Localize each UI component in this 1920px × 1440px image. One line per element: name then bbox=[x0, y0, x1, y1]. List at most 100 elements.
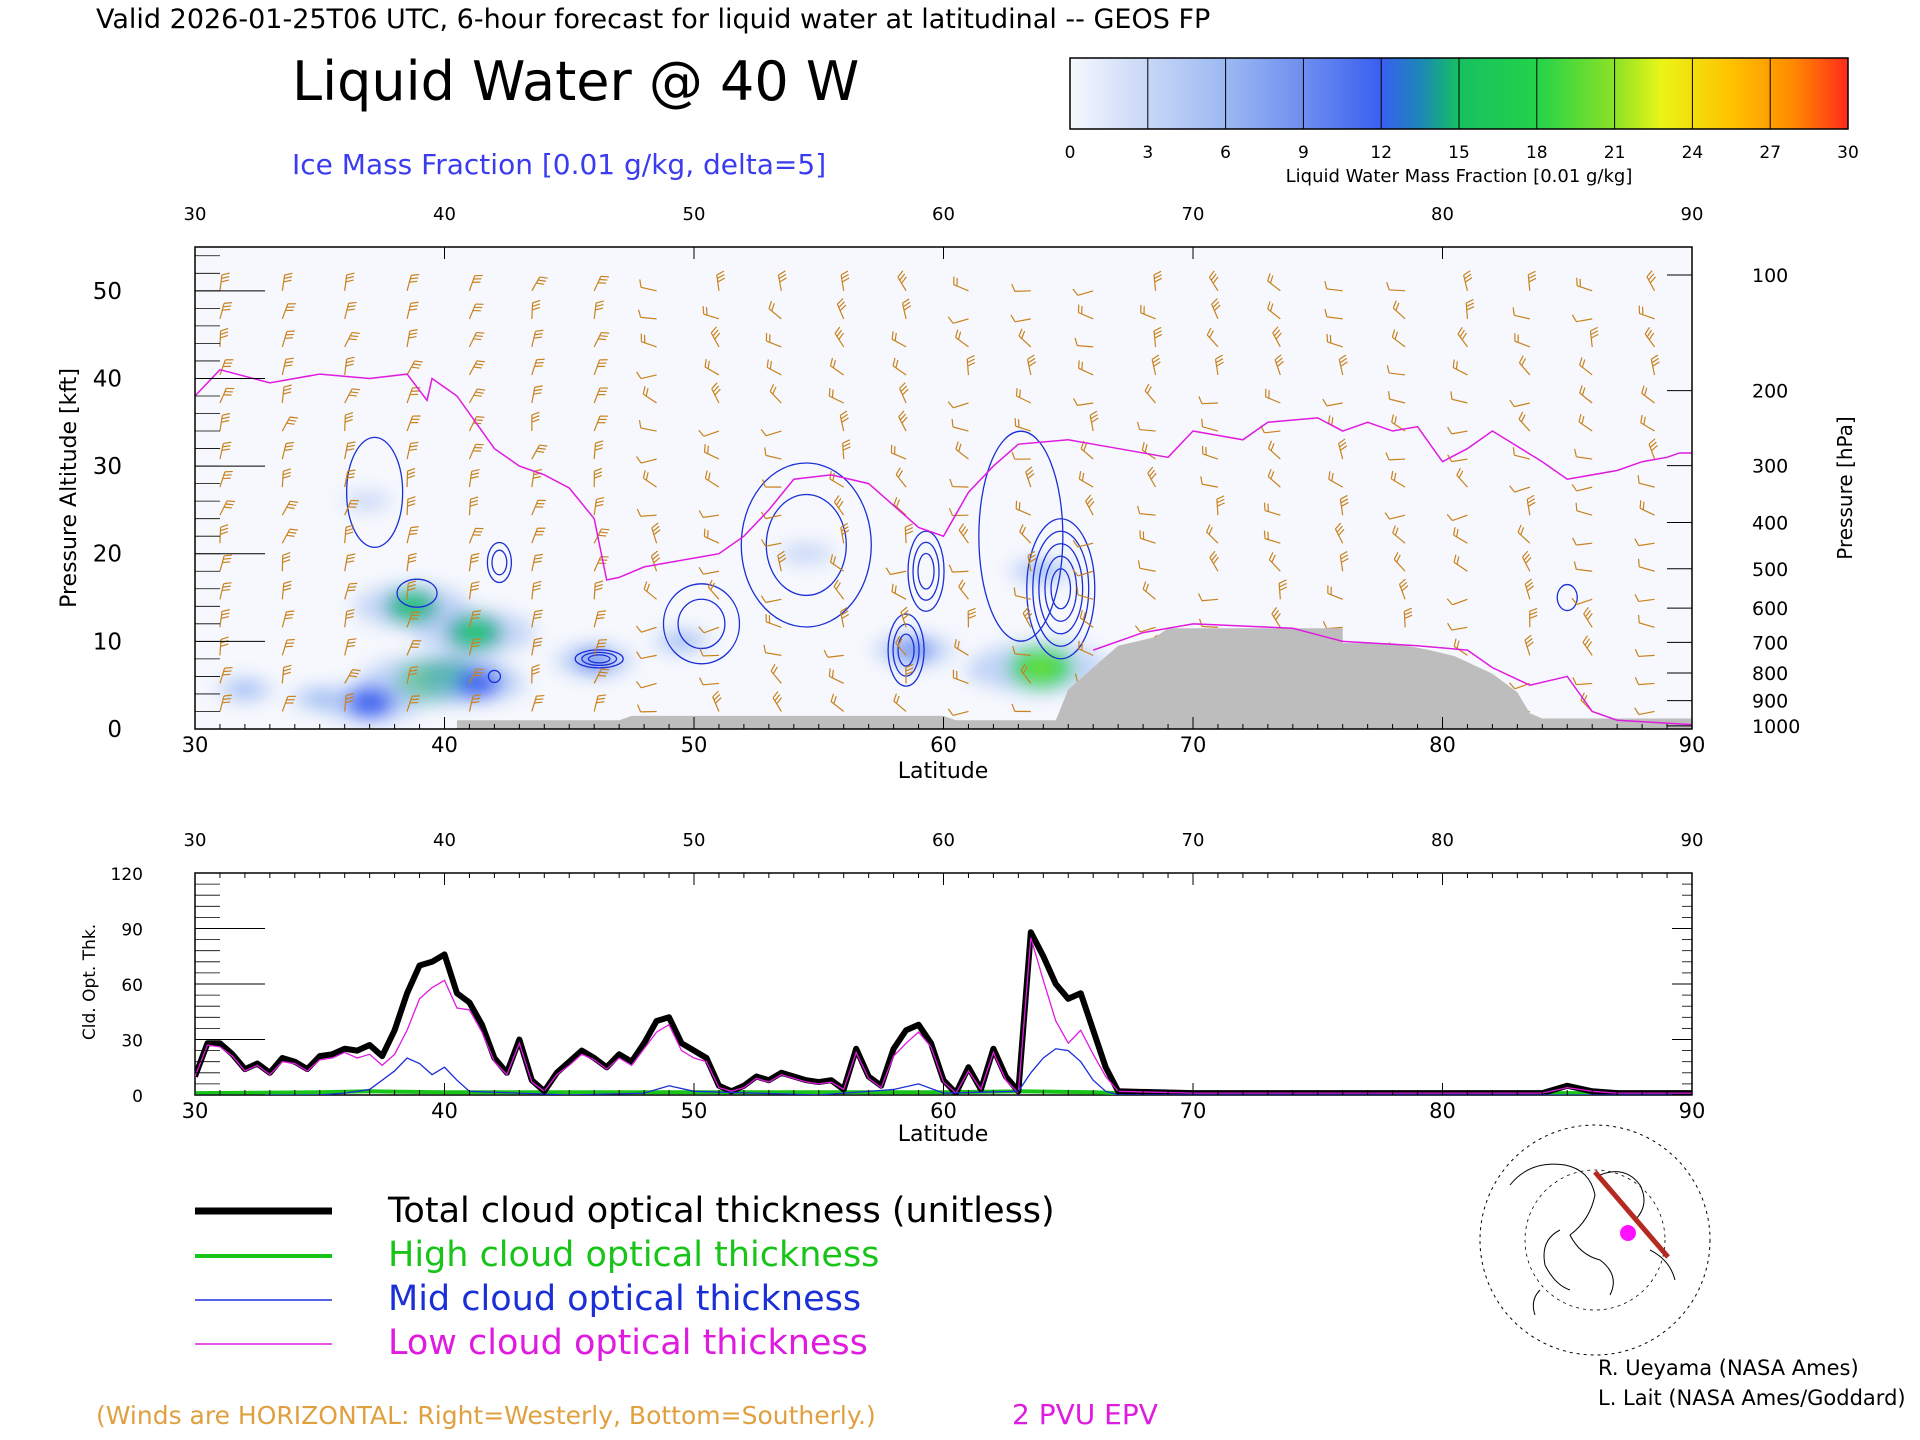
wind-barb-feather bbox=[1021, 330, 1026, 339]
wind-barb bbox=[1136, 421, 1156, 432]
wind-barb bbox=[344, 272, 355, 291]
wind-barb-feather bbox=[779, 277, 787, 283]
wind-barb-feather bbox=[286, 506, 295, 510]
wind-barb-shaft bbox=[1579, 392, 1593, 404]
wind-barb-feather bbox=[1338, 438, 1346, 445]
wind-barb bbox=[1010, 314, 1031, 323]
wind-barb-shaft bbox=[1327, 592, 1343, 600]
wind-barb-feather bbox=[645, 472, 649, 481]
wind-barb-feather bbox=[1457, 326, 1463, 335]
wind-barb-shaft bbox=[898, 416, 907, 432]
wind-barb bbox=[219, 694, 233, 712]
wind-barb bbox=[468, 360, 485, 376]
colorbar-tick-label: 6 bbox=[1220, 143, 1231, 163]
wind-barb-feather bbox=[476, 360, 485, 363]
wind-barb-shaft bbox=[468, 668, 477, 684]
wind-barb bbox=[1634, 538, 1655, 547]
wind-barb-feather bbox=[635, 456, 642, 464]
wind-barb-feather bbox=[470, 559, 479, 563]
wind-barb-feather bbox=[828, 668, 831, 677]
wind-barb-feather bbox=[651, 522, 659, 529]
wind-barb-feather bbox=[1590, 333, 1599, 339]
wind-barb bbox=[1334, 522, 1345, 544]
wind-barb-shaft bbox=[953, 402, 969, 409]
wind-barb-feather bbox=[533, 640, 542, 644]
wind-barb-feather bbox=[409, 532, 418, 536]
wind-barb-shaft bbox=[1144, 390, 1157, 404]
wind-barb bbox=[406, 415, 421, 432]
wind-barb-shaft bbox=[1527, 274, 1531, 291]
wind-barb-feather bbox=[534, 701, 543, 704]
wind-barb-feather bbox=[892, 357, 896, 366]
wind-barb-feather bbox=[1456, 556, 1460, 565]
wind-barb-feather bbox=[470, 496, 479, 500]
wind-barb bbox=[765, 613, 782, 628]
wind-barb bbox=[893, 693, 907, 712]
wind-barb-shaft bbox=[281, 611, 287, 628]
wind-barb bbox=[1388, 391, 1406, 404]
wind-barb-shaft bbox=[904, 527, 907, 544]
wind-barb-feather bbox=[346, 308, 355, 311]
wind-barb-feather bbox=[221, 612, 230, 616]
wind-barb-feather bbox=[221, 272, 230, 276]
wind-barb-feather bbox=[831, 669, 834, 678]
wind-barb-feather bbox=[1148, 469, 1156, 477]
wind-barb bbox=[1575, 502, 1593, 516]
wind-barb-shaft bbox=[1465, 302, 1469, 319]
wind-barb-feather bbox=[1331, 472, 1334, 482]
ice-contour bbox=[587, 654, 611, 664]
wind-barb-shaft bbox=[1014, 318, 1031, 323]
wind-barb-feather bbox=[345, 411, 354, 416]
wind-barb-feather bbox=[899, 413, 907, 421]
wind-barb bbox=[344, 469, 356, 488]
wind-barb bbox=[763, 644, 782, 656]
wind-barb-shaft bbox=[219, 500, 228, 516]
wind-barb-shaft bbox=[1389, 289, 1406, 292]
bottom-x-tick-label: 80 bbox=[1429, 1099, 1456, 1123]
wind-barb-feather bbox=[1455, 361, 1458, 370]
wind-barb bbox=[1573, 561, 1593, 572]
wind-barb-feather bbox=[1582, 635, 1589, 643]
wind-barb-feather bbox=[1206, 327, 1212, 336]
wind-barb-feather bbox=[349, 582, 358, 585]
wind-barb-feather bbox=[1322, 621, 1328, 629]
wind-barb bbox=[1328, 471, 1343, 488]
wind-barb-shaft bbox=[830, 561, 845, 572]
wind-barb-feather bbox=[645, 388, 649, 397]
wind-barb bbox=[1271, 607, 1281, 628]
wind-barb-feather bbox=[699, 648, 704, 657]
wind-barb-shaft bbox=[966, 358, 970, 375]
wind-barb bbox=[344, 331, 360, 348]
wind-barb bbox=[1457, 326, 1468, 348]
liquid-water-blob bbox=[231, 681, 259, 698]
wind-barb bbox=[1576, 277, 1593, 292]
location-map-marker bbox=[1620, 1225, 1636, 1241]
wind-barb-feather bbox=[1581, 416, 1585, 425]
wind-barb-feather bbox=[594, 447, 603, 451]
wind-barb-feather bbox=[902, 298, 910, 304]
wind-barb-shaft bbox=[640, 427, 657, 432]
wind-barb-shaft bbox=[1514, 402, 1530, 408]
wind-barb-shaft bbox=[1015, 425, 1032, 432]
wind-barb-shaft bbox=[641, 626, 657, 633]
wind-barb-shaft bbox=[344, 471, 349, 488]
wind-barb-feather bbox=[1404, 614, 1413, 619]
wind-barb-feather bbox=[1447, 426, 1453, 435]
wind-barb bbox=[468, 638, 482, 656]
wind-barb-feather bbox=[346, 556, 355, 560]
wind-barb-shaft bbox=[281, 443, 287, 460]
bottom-x-top-tick-label: 70 bbox=[1182, 830, 1205, 851]
wind-barb-shaft bbox=[1334, 528, 1344, 544]
wind-barb-feather bbox=[698, 429, 705, 437]
wind-barb-shaft bbox=[1518, 362, 1531, 376]
top-y-tick-label: 30 bbox=[93, 454, 122, 480]
wind-barb-shaft bbox=[1576, 568, 1593, 572]
wind-barb-feather bbox=[539, 276, 548, 279]
wind-barb-feather bbox=[348, 394, 357, 397]
wind-barb-shaft bbox=[281, 639, 288, 656]
wind-barb-feather bbox=[832, 556, 836, 565]
ice-contour bbox=[662, 583, 741, 665]
wind-barb-feather bbox=[1391, 329, 1396, 338]
wind-barb-shaft bbox=[468, 695, 474, 712]
